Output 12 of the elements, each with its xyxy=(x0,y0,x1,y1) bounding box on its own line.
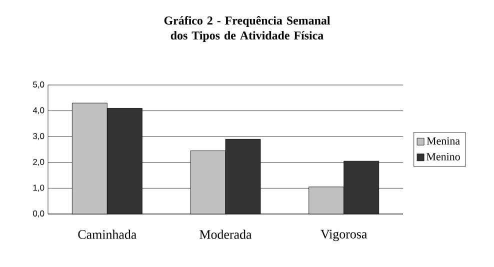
legend-label: Menina xyxy=(426,137,460,145)
y-tick-label: 5,0 xyxy=(33,82,44,88)
chart-title: Gráfico 2 - Frequência Semanal dos Tipos de Atividade Física xyxy=(164,16,330,42)
y-tick-label: 2,0 xyxy=(33,158,44,166)
y-tick-label: 0,0 xyxy=(33,210,44,218)
x-tick-label: Moderada xyxy=(200,230,252,239)
y-tick-label: 1,0 xyxy=(33,184,44,192)
legend-label: Menino xyxy=(426,153,460,160)
y-tick-label: 4,0 xyxy=(32,107,44,114)
x-tick-label: Caminhada xyxy=(78,230,136,239)
y-tick-label: 3,0 xyxy=(33,133,44,140)
x-tick-label: Vigorosa xyxy=(320,230,368,242)
